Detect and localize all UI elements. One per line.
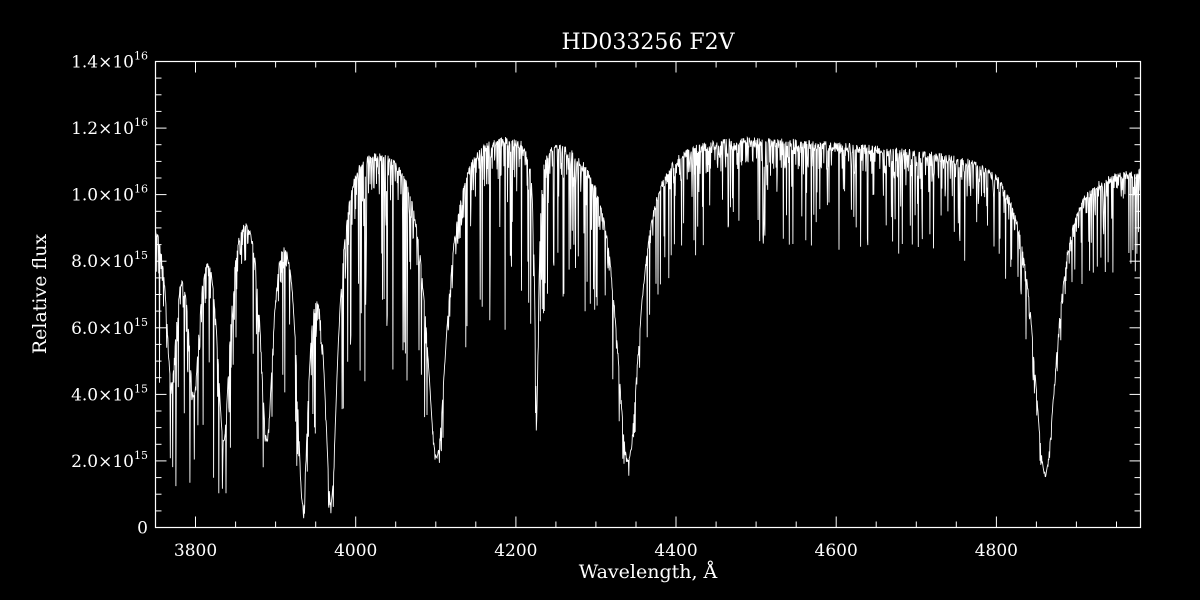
x-tick-label: 4400 bbox=[654, 541, 697, 561]
x-axis: 3800 4000 4200 4400 4600 4800 bbox=[155, 61, 1117, 561]
y-tick-mantissa: 8.0×10 bbox=[71, 252, 134, 272]
spectrum-series bbox=[155, 136, 1141, 519]
y-tick-exponent: 15 bbox=[134, 449, 148, 462]
x-tick-label: 4600 bbox=[815, 541, 858, 561]
x-tick-label: 4000 bbox=[334, 541, 377, 561]
y-tick-exponent: 15 bbox=[134, 382, 148, 395]
y-tick-label: 1.0×1016 bbox=[71, 183, 148, 206]
y-tick-label: 4.0×1015 bbox=[71, 382, 148, 405]
y-tick-label: 0 bbox=[137, 519, 148, 539]
y-tick-exponent: 16 bbox=[134, 183, 148, 196]
y-tick-mantissa: 6.0×10 bbox=[71, 319, 134, 339]
x-axis-label: Wavelength, Å bbox=[579, 561, 718, 583]
y-tick-exponent: 16 bbox=[134, 50, 148, 63]
y-tick-label: 1.2×1016 bbox=[71, 116, 148, 139]
y-tick-mantissa: 4.0×10 bbox=[71, 385, 134, 405]
y-axis: 02.0×10154.0×10156.0×10158.0×10151.0×101… bbox=[71, 50, 1141, 539]
chart-title: HD033256 F2V bbox=[562, 30, 736, 55]
x-tick-label: 3800 bbox=[174, 541, 217, 561]
y-tick-label: 6.0×1015 bbox=[71, 316, 148, 339]
y-tick-label: 8.0×1015 bbox=[71, 249, 148, 272]
plot-frame bbox=[154, 60, 1142, 529]
x-tick-label: 4800 bbox=[975, 541, 1018, 561]
y-tick-mantissa: 2.0×10 bbox=[71, 452, 134, 472]
y-tick-label: 2.0×1015 bbox=[71, 449, 148, 472]
y-tick-mantissa: 1.4×10 bbox=[71, 53, 134, 73]
y-tick-mantissa: 1.2×10 bbox=[71, 119, 134, 139]
y-tick-mantissa: 1.0×10 bbox=[71, 186, 134, 206]
y-tick-exponent: 16 bbox=[134, 116, 148, 129]
y-tick-exponent: 15 bbox=[134, 249, 148, 262]
y-tick-exponent: 15 bbox=[134, 316, 148, 329]
y-tick-label: 1.4×1016 bbox=[71, 50, 148, 73]
y-axis-label: Relative flux bbox=[29, 234, 51, 355]
spectrum-line bbox=[155, 136, 1141, 519]
x-tick-label: 4200 bbox=[494, 541, 537, 561]
y-tick-mantissa: 0 bbox=[137, 519, 148, 539]
